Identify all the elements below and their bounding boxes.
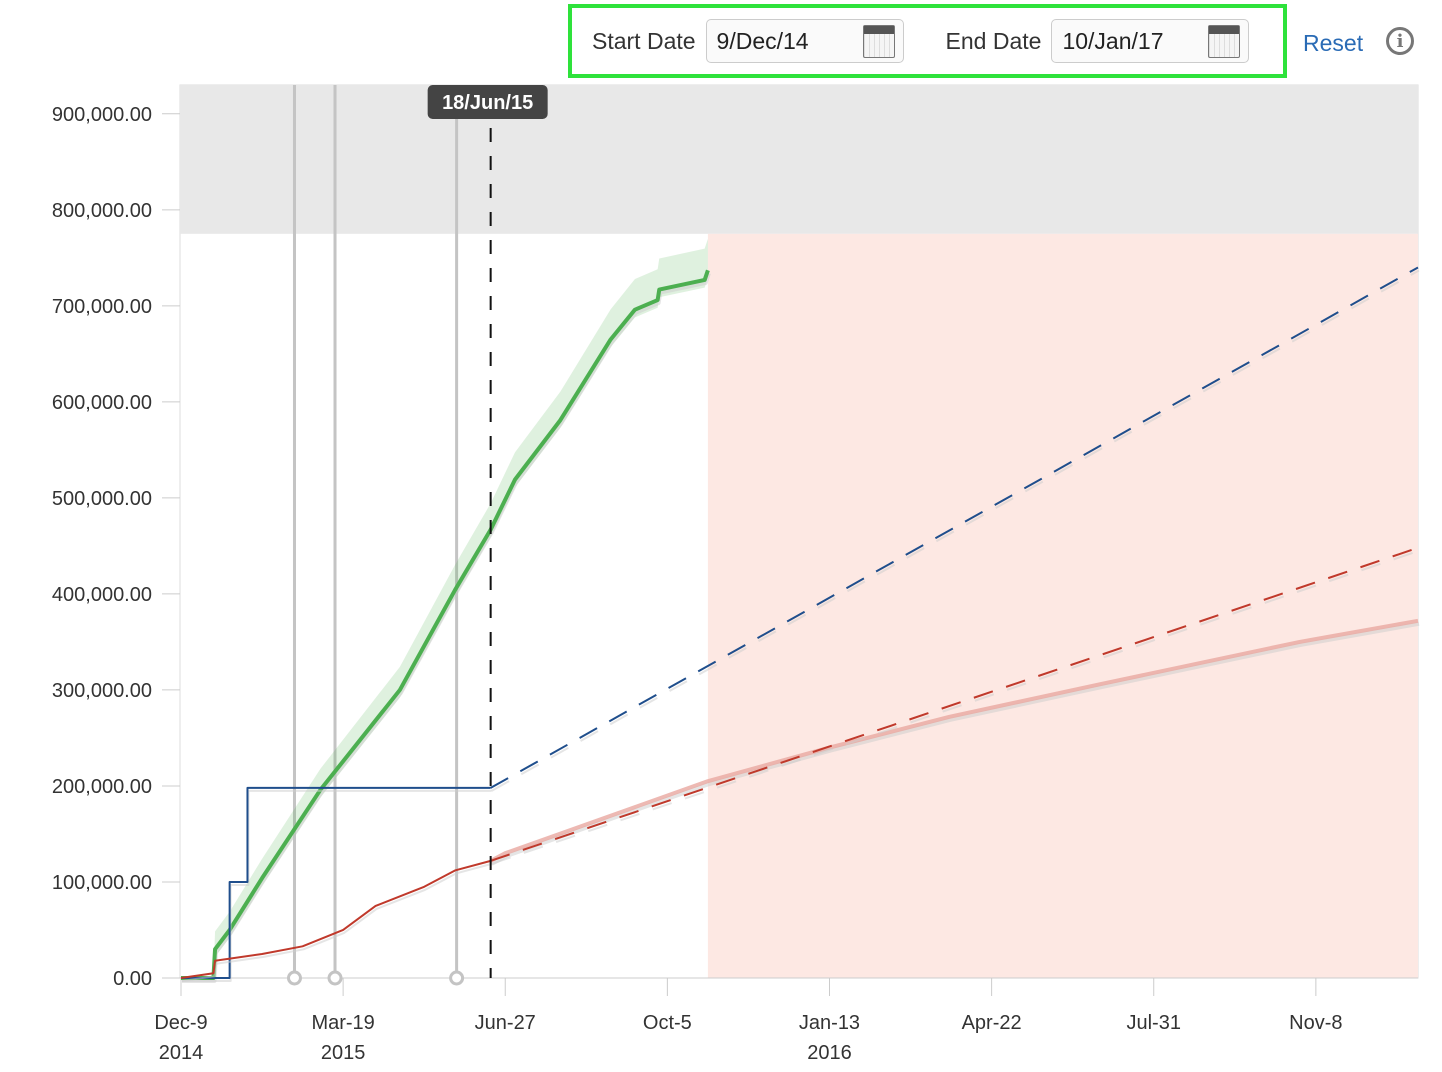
date-range-controls: Start Date 9/Dec/14 End Date 10/Jan/17 — [568, 4, 1287, 78]
event-marker-handle[interactable] — [449, 970, 465, 986]
x-tick-year: 2014 — [159, 1042, 204, 1064]
plot-area — [179, 84, 1419, 979]
y-tick-label: 300,000.00 — [52, 680, 152, 702]
x-tick-label: Dec-9 — [154, 1012, 207, 1034]
x-tick-year: 2016 — [807, 1042, 852, 1064]
red-series-faded — [489, 618, 1419, 863]
x-tick-label: Jun-27 — [475, 1012, 536, 1034]
info-icon[interactable]: i — [1386, 27, 1414, 55]
red-series-shadow — [181, 862, 492, 982]
green-series-solid — [181, 269, 710, 980]
y-tick-label: 500,000.00 — [52, 488, 152, 510]
forecast-region — [707, 233, 1418, 979]
y-tick-label: 700,000.00 — [52, 296, 152, 318]
current-date-badge — [427, 85, 548, 119]
blue-series-step — [181, 786, 491, 979]
blue-series-shadow — [491, 269, 1420, 792]
current-date-label: 18/Jun/15 — [442, 92, 533, 114]
start-date-input[interactable]: 9/Dec/14 — [705, 19, 904, 63]
event-marker-handle[interactable] — [327, 970, 343, 986]
y-tick-label: 600,000.00 — [52, 392, 152, 414]
y-tick-label: 900,000.00 — [52, 104, 152, 126]
green-series-shadow — [182, 272, 711, 983]
y-tick-label: 100,000.00 — [52, 872, 152, 894]
x-tick-year: 2015 — [321, 1042, 366, 1064]
y-tick-label: 0.00 — [113, 968, 152, 990]
blue-series-dashed — [490, 266, 1419, 789]
end-date-value: 10/Jan/17 — [1062, 27, 1164, 54]
x-tick-label: Jan-13 — [799, 1012, 860, 1034]
red-series-shadow — [490, 621, 1420, 866]
x-tick-label: Mar-19 — [311, 1012, 374, 1034]
y-tick-label: 400,000.00 — [52, 584, 152, 606]
y-tick-label: 200,000.00 — [52, 776, 152, 798]
end-date-label: End Date — [945, 27, 1042, 54]
start-date-value: 9/Dec/14 — [716, 27, 809, 54]
calendar-icon[interactable] — [1208, 24, 1241, 58]
red-series-solid — [180, 859, 491, 979]
end-date-input[interactable]: 10/Jan/17 — [1051, 19, 1250, 63]
y-tick-label: 800,000.00 — [52, 200, 152, 222]
target-band — [180, 85, 1418, 234]
blue-series-shadow — [182, 789, 492, 982]
event-marker-handle[interactable] — [286, 970, 302, 986]
x-tick-label: Apr-22 — [962, 1012, 1022, 1034]
green-confidence-band — [181, 238, 708, 979]
x-tick-label: Oct-5 — [643, 1012, 692, 1034]
calendar-icon[interactable] — [862, 24, 895, 58]
reset-link[interactable]: Reset — [1303, 30, 1364, 56]
start-date-label: Start Date — [592, 27, 696, 54]
red-series-shadow — [491, 549, 1420, 865]
x-tick-label: Nov-8 — [1289, 1012, 1342, 1034]
x-tick-label: Jul-31 — [1126, 1012, 1180, 1034]
red-series-dashed — [490, 546, 1419, 862]
